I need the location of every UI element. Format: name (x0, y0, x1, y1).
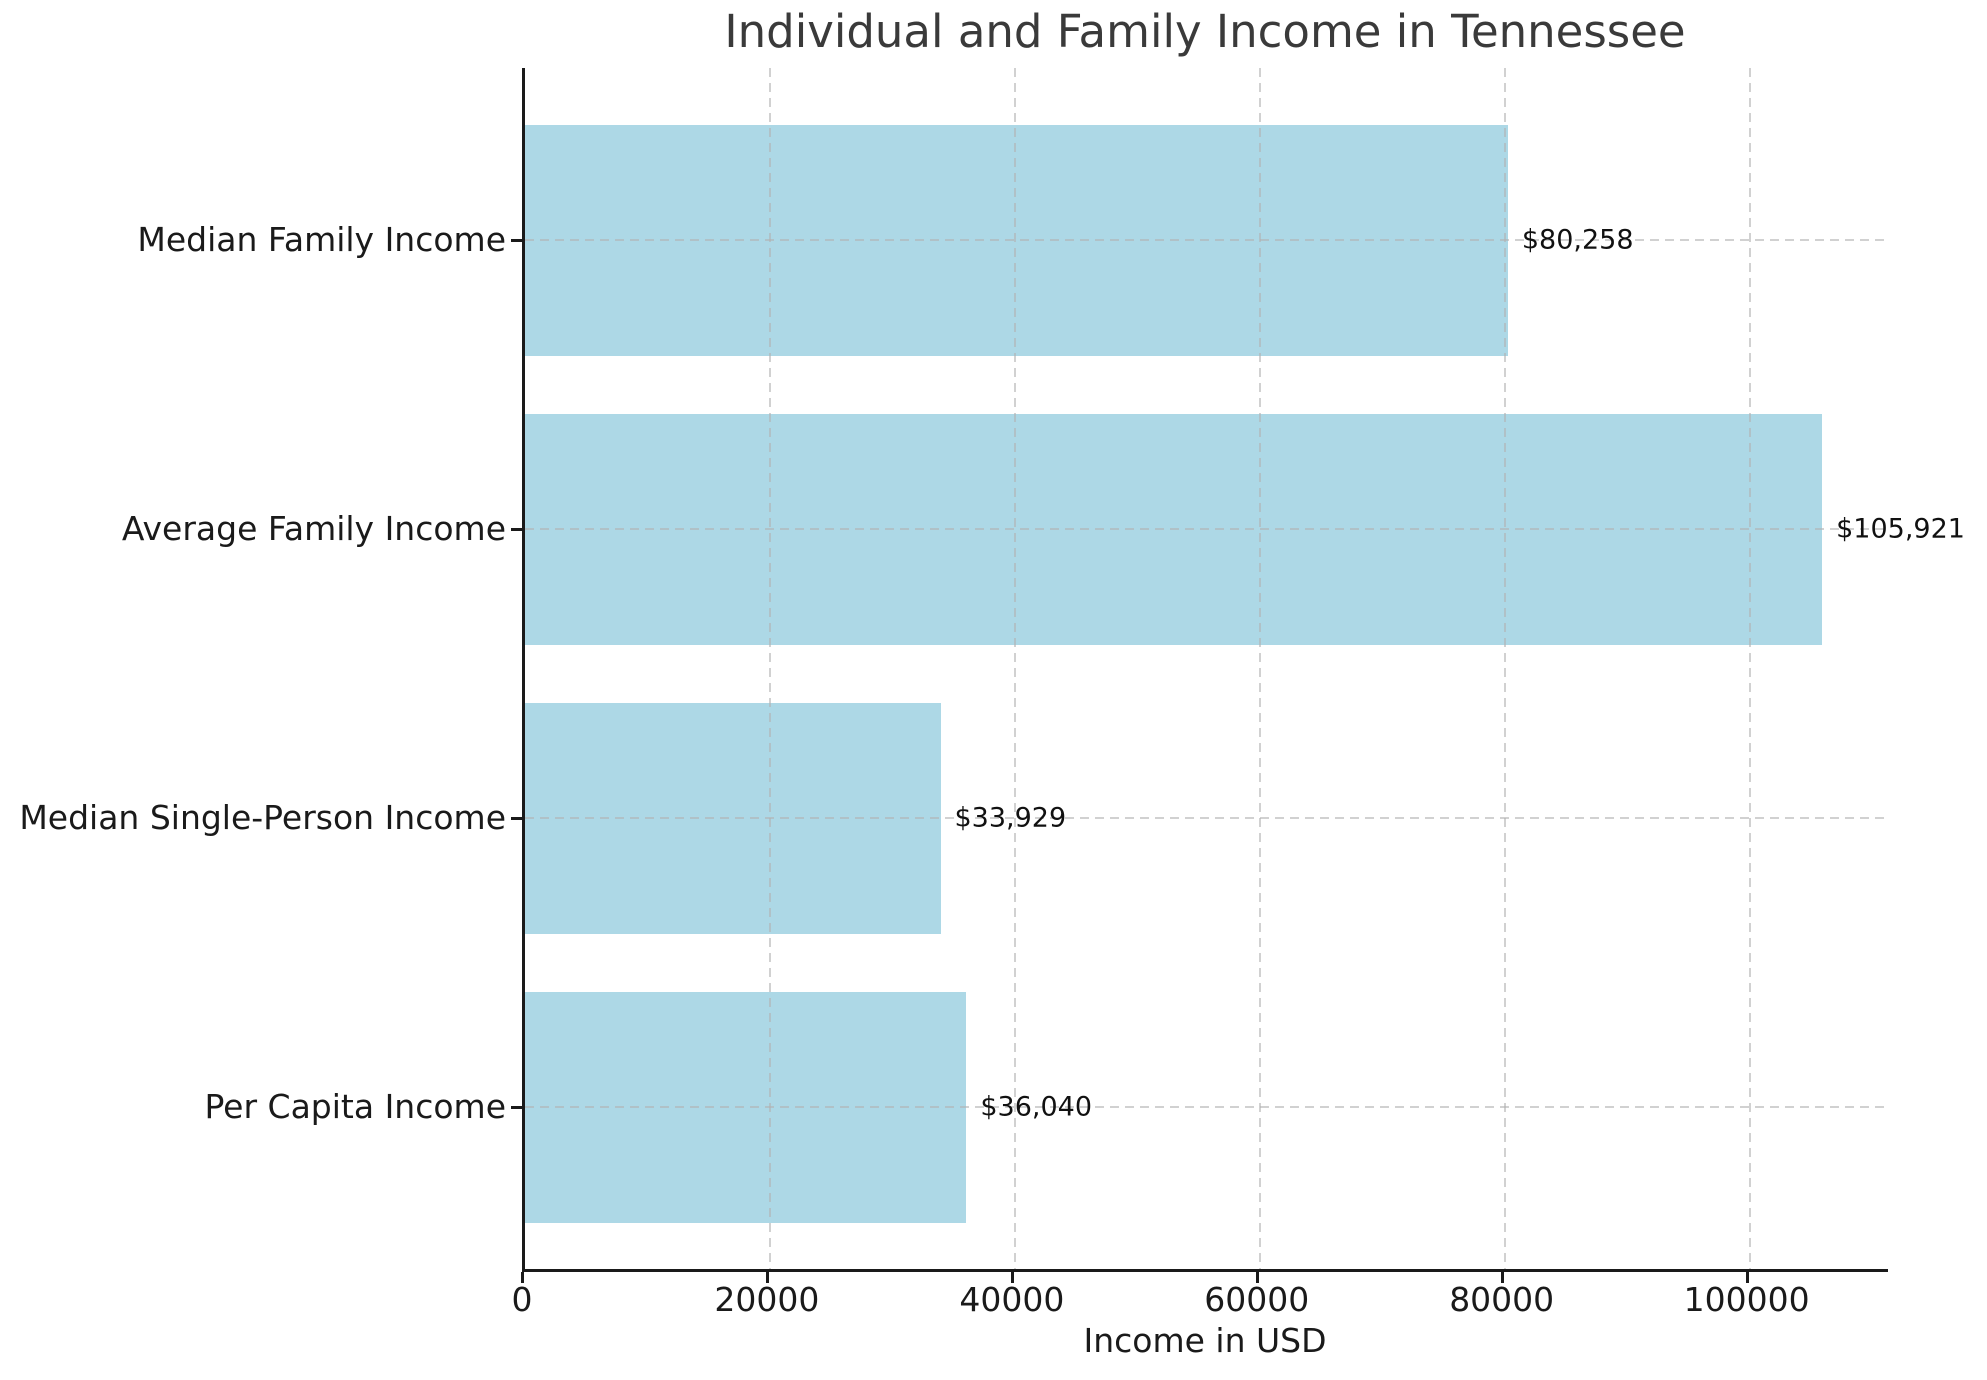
x-tick-label: 60000 (1204, 1280, 1310, 1319)
y-tick-label: Median Family Income (137, 220, 506, 260)
x-tick-label: 40000 (959, 1280, 1065, 1319)
y-tick-mark (511, 528, 522, 531)
gridline-horizontal (525, 1106, 1888, 1108)
value-label: $105,921 (1836, 513, 1965, 545)
x-tick-mark (1255, 1272, 1259, 1283)
y-tick-label: Median Single-Person Income (19, 798, 506, 838)
x-tick-label: 80000 (1449, 1280, 1555, 1319)
y-tick-mark (511, 239, 522, 242)
x-tick-label: 20000 (714, 1280, 820, 1319)
plot-area: $80,258 $105,921 $33,929 $36,040 (522, 68, 1965, 1272)
gridline-horizontal (525, 817, 1888, 819)
x-tick-label: 0 (511, 1280, 533, 1319)
x-tick-mark (1500, 1272, 1504, 1283)
gridline-vertical (1503, 68, 1506, 1269)
x-axis-label: Income in USD (1083, 1321, 1327, 1360)
gridline-horizontal (525, 239, 1888, 241)
y-tick-mark (511, 1106, 522, 1109)
gridline-horizontal (525, 528, 1888, 530)
x-tick-mark (521, 1272, 524, 1283)
gridline-vertical (768, 68, 771, 1269)
y-tick-label: Per Capita Income (204, 1087, 506, 1127)
value-label: $33,929 (954, 802, 1067, 834)
x-tick-mark (1010, 1272, 1014, 1283)
gridline-vertical (1748, 68, 1751, 1269)
value-label: $36,040 (980, 1091, 1092, 1123)
gridline-vertical (1258, 68, 1261, 1269)
y-tick-mark (511, 817, 522, 820)
gridlines-layer (525, 68, 1888, 1269)
x-tick-mark (765, 1272, 769, 1283)
x-tick-label: 100000 (1683, 1280, 1810, 1319)
x-tick-mark (1745, 1272, 1749, 1283)
y-tick-label: Average Family Income (121, 509, 506, 549)
value-labels-layer: $80,258 $105,921 $33,929 $36,040 (525, 68, 1965, 1269)
chart-title: Individual and Family Income in Tennesse… (724, 5, 1686, 58)
value-label: $80,258 (1521, 224, 1634, 256)
gridline-vertical (1013, 68, 1016, 1269)
